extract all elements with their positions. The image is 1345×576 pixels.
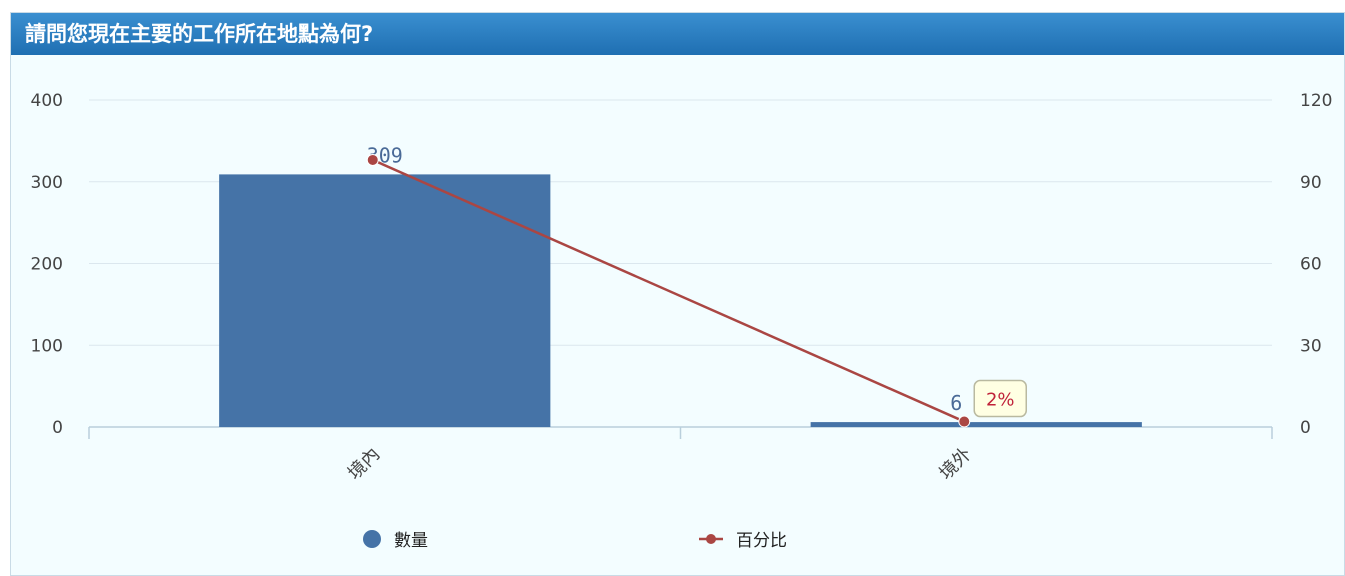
panel-title: 請問您現在主要的工作所在地點為何? <box>11 13 1344 55</box>
legend-line-label: 百分比 <box>736 531 787 551</box>
legend-bar-swatch <box>363 530 381 548</box>
legend-line-marker <box>706 534 716 544</box>
y-left-tick-label: 0 <box>52 418 63 438</box>
y-right-tick-label: 120 <box>1300 91 1332 111</box>
percentage-line <box>372 158 965 423</box>
y-right-tick-label: 0 <box>1300 418 1311 438</box>
y-right-tick-label: 90 <box>1300 173 1322 193</box>
tooltip-box <box>973 379 1027 418</box>
y-left-tick-label: 300 <box>31 173 63 193</box>
bar <box>219 174 551 427</box>
tooltip-text: 2% <box>986 390 1015 411</box>
bar-data-label: 6 <box>950 391 962 415</box>
legend-bar-label: 數量 <box>394 531 428 551</box>
y-right-tick-label: 30 <box>1300 336 1322 356</box>
percentage-marker <box>958 415 971 428</box>
bar <box>810 422 1142 427</box>
y-right-tick-label: 60 <box>1300 255 1322 275</box>
x-category-label: 境內 <box>344 444 384 484</box>
percentage-marker <box>366 153 379 166</box>
y-left-tick-label: 400 <box>31 91 63 111</box>
x-category-label: 境外 <box>935 444 975 484</box>
y-left-tick-label: 200 <box>31 255 63 275</box>
y-left-tick-label: 100 <box>31 336 63 356</box>
